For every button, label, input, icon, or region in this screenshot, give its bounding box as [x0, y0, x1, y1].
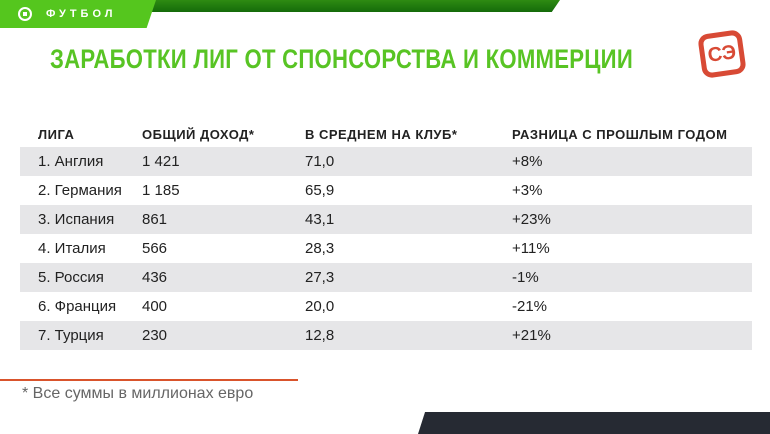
table-cell: +8%	[512, 153, 543, 170]
col-header: ОБЩИЙ ДОХОД*	[142, 127, 255, 142]
table-cell: 3. Испания	[38, 211, 115, 228]
table-cell: 1 421	[142, 153, 180, 170]
football-icon	[18, 7, 32, 21]
table-cell: 5. Россия	[38, 269, 104, 286]
table-cell: 400	[142, 298, 168, 315]
table-cell: +23%	[512, 211, 551, 228]
table-cell: 28,3	[305, 240, 335, 257]
bottom-bar	[418, 412, 770, 434]
table-cell: 1. Англия	[38, 153, 104, 170]
table-row: 1. Англия 1 421 71,0 +8%	[20, 147, 752, 176]
table-cell: 43,1	[305, 211, 335, 228]
table-cell: 2. Германия	[38, 182, 122, 199]
table-row: 3. Испания 861 43,1 +23%	[20, 205, 752, 234]
table-cell: -1%	[512, 269, 539, 286]
table-row: 6. Франция 400 20,0 -21%	[20, 292, 752, 321]
table-cell: 20,0	[305, 298, 335, 315]
section-label: ФУТБОЛ	[46, 8, 117, 20]
table-cell: 71,0	[305, 153, 335, 170]
footnote: * Все суммы в миллионах евро	[22, 385, 254, 402]
table-cell: 12,8	[305, 327, 335, 344]
table-cell: 861	[142, 211, 168, 228]
table-cell: 566	[142, 240, 168, 257]
page-title: ЗАРАБОТКИ ЛИГ ОТ СПОНСОРСТВА И КОММЕРЦИИ	[50, 44, 633, 74]
col-header: ЛИГА	[38, 127, 75, 142]
table-cell: 7. Турция	[38, 327, 104, 344]
section-tag[interactable]: ФУТБОЛ	[0, 0, 156, 28]
table-row: 5. Россия 436 27,3 -1%	[20, 263, 752, 292]
table-cell: +21%	[512, 327, 551, 344]
table-row: 2. Германия 1 185 65,9 +3%	[20, 176, 752, 205]
table-cell: 65,9	[305, 182, 335, 199]
table-cell: 230	[142, 327, 168, 344]
col-header: РАЗНИЦА С ПРОШЛЫМ ГОДОМ	[512, 127, 728, 142]
table-header: ЛИГА ОБЩИЙ ДОХОД* В СРЕДНЕМ НА КЛУБ* РАЗ…	[20, 122, 752, 147]
table-cell: 1 185	[142, 182, 180, 199]
logo: СЭ	[697, 29, 747, 79]
table-cell: 4. Италия	[38, 240, 106, 257]
table-cell: -21%	[512, 298, 548, 315]
table-row: 7. Турция 230 12,8 +21%	[20, 321, 752, 350]
table-row: 4. Италия 566 28,3 +11%	[20, 234, 752, 263]
table-cell: 6. Франция	[38, 298, 117, 315]
league-table: ЛИГА ОБЩИЙ ДОХОД* В СРЕДНЕМ НА КЛУБ* РАЗ…	[20, 122, 752, 350]
table-cell: 436	[142, 269, 168, 286]
divider	[0, 379, 298, 381]
table-cell: +11%	[512, 240, 550, 257]
top-bar	[150, 0, 560, 12]
table-cell: 27,3	[305, 269, 335, 286]
table-cell: +3%	[512, 182, 543, 199]
col-header: В СРЕДНЕМ НА КЛУБ*	[305, 127, 458, 142]
